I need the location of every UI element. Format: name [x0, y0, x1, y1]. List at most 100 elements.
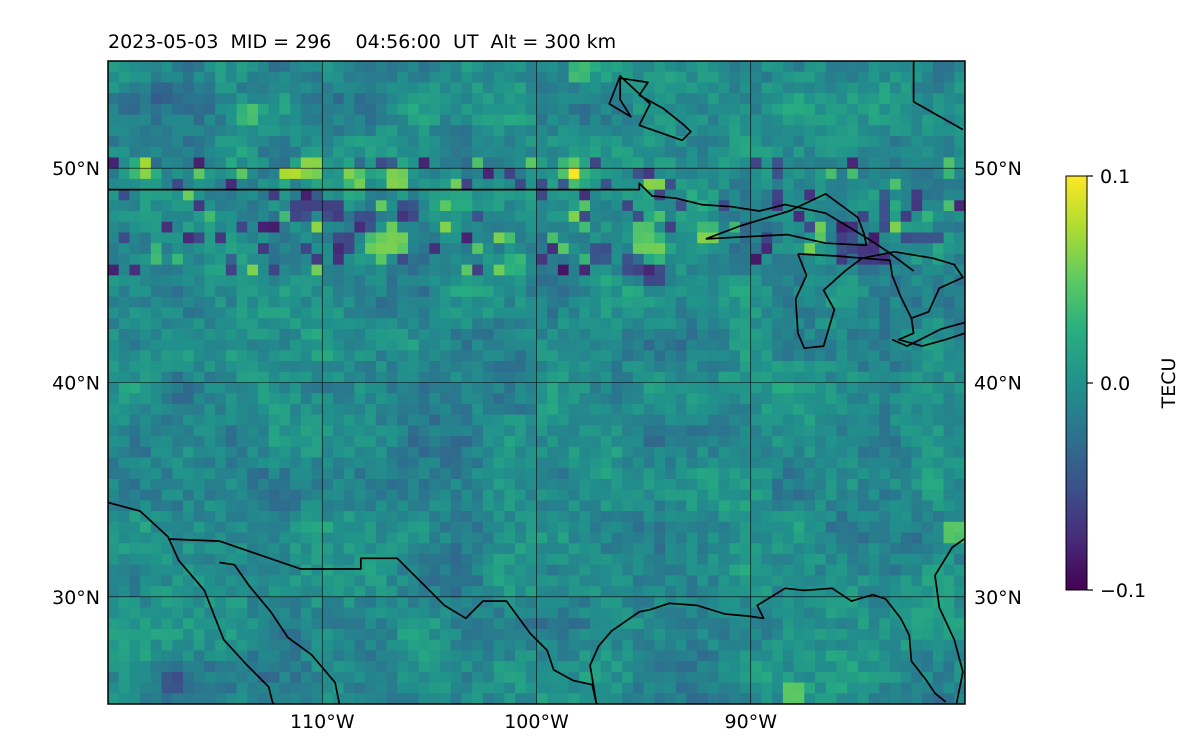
heatmap-cell: [847, 553, 859, 566]
heatmap-cell: [665, 61, 677, 73]
heatmap-cell: [804, 243, 816, 255]
heatmap-cell: [911, 693, 923, 704]
heatmap-cell: [750, 318, 763, 330]
heatmap-cell: [279, 125, 291, 137]
heatmap-cell: [900, 232, 913, 244]
heatmap-cell: [761, 71, 773, 84]
heatmap-cell: [750, 307, 763, 319]
heatmap-cell: [847, 232, 859, 244]
heatmap-cell: [515, 328, 527, 341]
heatmap-cell: [418, 650, 430, 662]
heatmap-cell: [204, 693, 216, 704]
heatmap-cell: [761, 82, 773, 94]
coastline: [589, 587, 947, 704]
heatmap-cell: [954, 532, 965, 544]
heatmap-cell: [418, 564, 430, 576]
heatmap-cell: [247, 146, 259, 159]
heatmap-cell: [375, 682, 388, 694]
heatmap-cell: [461, 296, 473, 309]
heatmap-cell: [654, 275, 666, 287]
heatmap-cell: [332, 457, 345, 469]
heatmap-cell: [815, 650, 827, 662]
heatmap-cell: [429, 586, 441, 598]
heatmap-cell: [665, 286, 677, 298]
heatmap-cell: [707, 682, 720, 694]
heatmap-cell: [954, 628, 965, 641]
heatmap-cell: [172, 71, 184, 84]
heatmap-cell: [236, 286, 248, 298]
heatmap-cell: [343, 628, 355, 641]
heatmap-cell: [279, 350, 291, 362]
heatmap-cell: [182, 500, 195, 512]
heatmap-cell: [140, 618, 152, 630]
heatmap-cell: [204, 596, 216, 609]
heatmap-cell: [697, 596, 709, 609]
heatmap-cell: [365, 275, 377, 287]
heatmap-cell: [440, 296, 452, 309]
heatmap-cell: [108, 693, 120, 704]
heatmap-cell: [204, 350, 216, 362]
heatmap-cell: [161, 553, 173, 566]
heatmap-cell: [879, 575, 891, 587]
heatmap-cell: [311, 307, 323, 319]
heatmap-cell: [322, 425, 334, 437]
heatmap-cell: [622, 146, 634, 159]
heatmap-cell: [407, 618, 420, 630]
heatmap-cell: [204, 607, 216, 619]
heatmap-cell: [557, 339, 570, 351]
heatmap-cell: [129, 661, 141, 673]
heatmap-cell: [718, 361, 730, 373]
heatmap-cell: [900, 114, 913, 126]
heatmap-cell: [225, 414, 238, 426]
heatmap-cell: [429, 371, 441, 384]
heatmap-cell: [375, 618, 388, 630]
heatmap-cell: [365, 446, 377, 459]
heatmap-cell: [557, 103, 570, 116]
heatmap-cell: [257, 275, 270, 287]
heatmap-cell: [108, 61, 120, 73]
heatmap-cell: [922, 468, 934, 480]
heatmap-cell: [804, 564, 816, 576]
heatmap-cell: [643, 564, 655, 576]
heatmap-cell: [804, 157, 816, 169]
heatmap-cell: [932, 146, 945, 159]
heatmap-cell: [150, 500, 163, 512]
heatmap-cell: [150, 125, 163, 137]
heatmap-cell: [225, 178, 238, 191]
heatmap-cell: [343, 382, 355, 394]
heatmap-cell: [900, 543, 913, 555]
heatmap-cell: [729, 93, 741, 105]
heatmap-cell: [140, 671, 152, 684]
colorbar-tick-label: −0.1: [1100, 580, 1146, 602]
heatmap-cell: [890, 178, 902, 191]
heatmap-cell: [890, 221, 902, 234]
heatmap-cell: [761, 650, 773, 662]
heatmap-cell: [290, 521, 302, 534]
heatmap-cell: [279, 243, 291, 255]
heatmap-cell: [761, 489, 773, 501]
heatmap-cell: [150, 296, 163, 309]
heatmap-cell: [750, 189, 763, 201]
heatmap-cell: [847, 61, 859, 73]
heatmap-cell: [718, 457, 730, 469]
heatmap-cell: [300, 361, 313, 373]
heatmap-cell: [461, 253, 473, 266]
heatmap-cell: [472, 628, 484, 641]
heatmap-cell: [257, 650, 270, 662]
heatmap-cell: [108, 436, 120, 448]
heatmap-cell: [450, 628, 463, 641]
heatmap-cell: [504, 446, 516, 459]
heatmap-cell: [697, 564, 709, 576]
heatmap-cell: [450, 264, 463, 276]
heatmap-cell: [279, 157, 291, 169]
heatmap-cell: [515, 286, 527, 298]
heatmap-cell: [515, 264, 527, 276]
heatmap-cell: [247, 157, 259, 169]
heatmap-cell: [932, 157, 945, 169]
heatmap-cell: [857, 307, 870, 319]
heatmap-cell: [257, 114, 270, 126]
heatmap-cell: [825, 607, 838, 619]
heatmap-cell: [482, 264, 495, 276]
heatmap-cell: [236, 446, 248, 459]
heatmap-cell: [868, 425, 880, 437]
